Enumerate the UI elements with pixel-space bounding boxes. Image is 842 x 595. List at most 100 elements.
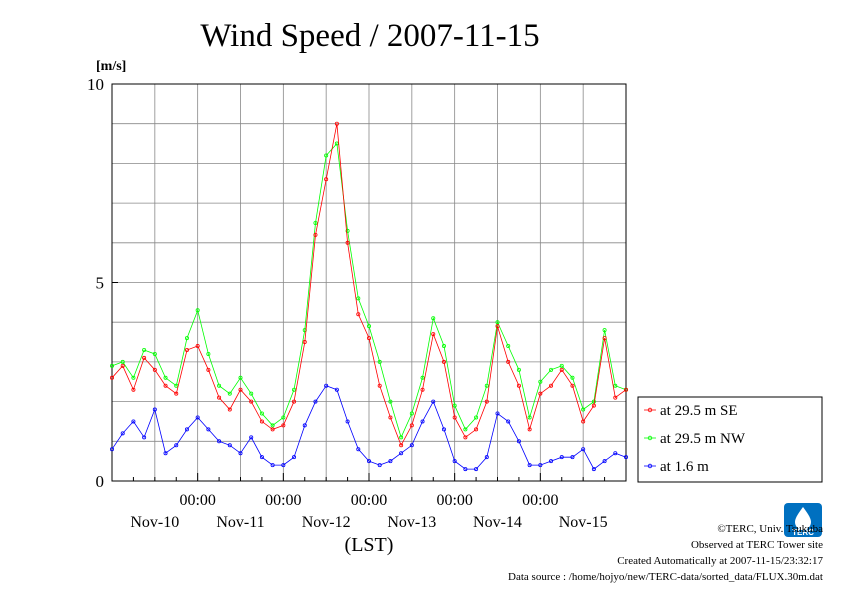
series-point (399, 443, 404, 448)
series-point (463, 427, 468, 432)
series-point (163, 451, 168, 456)
series-point (549, 459, 554, 464)
series-point (184, 347, 189, 352)
x-tick-time-label: 00:00 (265, 492, 301, 509)
series-point (591, 399, 596, 404)
x-tick-day-label: Nov-14 (473, 514, 522, 531)
series-point (420, 419, 425, 424)
series-point (506, 344, 511, 349)
series-point (249, 391, 254, 396)
legend-label: at 29.5 m SE (660, 403, 738, 419)
series-point (441, 427, 446, 432)
series-point (624, 455, 629, 460)
series-point (474, 427, 479, 432)
series-point (474, 467, 479, 472)
series-0 (110, 121, 629, 448)
series-point (324, 177, 329, 182)
legend-marker (647, 463, 653, 469)
series-point (345, 419, 350, 424)
series-point (366, 336, 371, 341)
series-point (174, 391, 179, 396)
series-point (549, 383, 554, 388)
series-point (142, 435, 147, 440)
series-point (184, 336, 189, 341)
logo-text: TERC (792, 528, 814, 537)
series-point (602, 459, 607, 464)
x-tick-day-label: Nov-12 (302, 514, 351, 531)
series-point (388, 459, 393, 464)
series-point (495, 411, 500, 416)
series-point (420, 375, 425, 380)
chart-title: Wind Speed / 2007-11-15 (200, 18, 539, 54)
series-point (281, 463, 286, 468)
observed-at-text: Observed at TERC Tower site (690, 539, 823, 551)
series-point (238, 387, 243, 392)
series-1 (110, 141, 629, 440)
series-point (206, 351, 211, 356)
series-point (163, 383, 168, 388)
series-line (111, 385, 627, 470)
series-point (313, 399, 318, 404)
series-point (549, 367, 554, 372)
series-point (292, 387, 297, 392)
series-point (120, 359, 125, 364)
data-source-text: Data source : /home/hojyo/new/TERC-data/… (508, 571, 823, 583)
series-point (377, 359, 382, 364)
series-point (506, 359, 511, 364)
series-point (484, 455, 489, 460)
grid-lines (112, 84, 626, 481)
y-tick-label: 0 (96, 472, 105, 491)
series-point (624, 387, 629, 392)
series-point (110, 447, 115, 452)
y-tick-label: 5 (96, 274, 105, 293)
series-point (313, 220, 318, 225)
series-point (324, 383, 329, 388)
series-point (409, 423, 414, 428)
series-point (613, 383, 618, 388)
water-drop-icon (795, 507, 811, 530)
series-2 (110, 383, 629, 472)
series-point (484, 399, 489, 404)
series-point (570, 383, 575, 388)
series-point (292, 455, 297, 460)
series-point (227, 391, 232, 396)
series-point (302, 423, 307, 428)
series-point (463, 435, 468, 440)
series-point (452, 403, 457, 408)
series-point (259, 455, 264, 460)
series-point (431, 332, 436, 337)
series-point (495, 320, 500, 325)
series-point (409, 443, 414, 448)
series-point (281, 423, 286, 428)
series-point (163, 375, 168, 380)
series-point (152, 351, 157, 356)
x-axis-label: (LST) (345, 534, 394, 556)
series-point (206, 427, 211, 432)
series-point (399, 435, 404, 440)
series-point (142, 355, 147, 360)
series-point (152, 367, 157, 372)
legend: at 29.5 m SE at 29.5 m NW at 1.6 m (637, 396, 823, 483)
series-point (281, 415, 286, 420)
series-point (334, 387, 339, 392)
series-point (559, 363, 564, 368)
terc-logo: TERC (784, 503, 822, 537)
series-line (111, 142, 627, 439)
series-point (463, 467, 468, 472)
created-text: Created Automatically at 2007-11-15/23:3… (617, 555, 823, 567)
x-tick-time-label: 00:00 (436, 492, 472, 509)
series-point (259, 419, 264, 424)
series-point (452, 459, 457, 464)
series-point (217, 439, 222, 444)
series-point (538, 379, 543, 384)
series-point (409, 411, 414, 416)
series-point (613, 451, 618, 456)
series-point (602, 328, 607, 333)
legend-label: at 1.6 m (660, 459, 709, 475)
y-tick-label: 10 (87, 75, 104, 94)
series-point (334, 121, 339, 126)
series-point (217, 395, 222, 400)
series-point (559, 367, 564, 372)
series-point (527, 427, 532, 432)
